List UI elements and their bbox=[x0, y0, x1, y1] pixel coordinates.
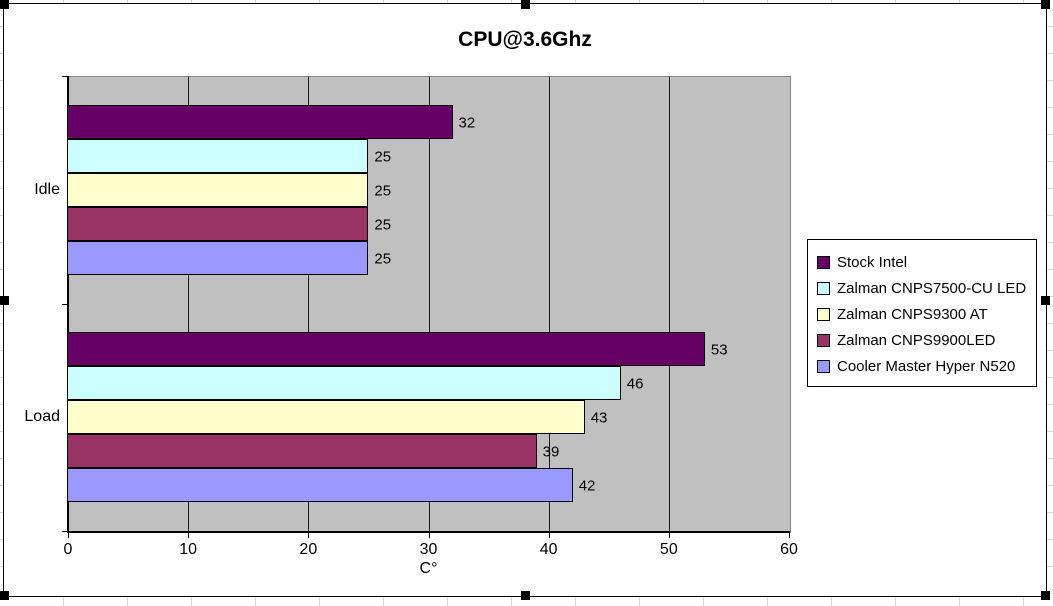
bar-idle-3[interactable] bbox=[67, 206, 369, 241]
legend-label-3: Zalman CNPS9900LED bbox=[837, 331, 996, 349]
bar-value-label: 25 bbox=[374, 216, 392, 234]
y-tick-2 bbox=[62, 531, 67, 532]
x-tick-50 bbox=[668, 533, 670, 538]
gridline-30 bbox=[428, 77, 430, 532]
x-tick-40 bbox=[548, 533, 550, 538]
selection-handle-top-middle[interactable] bbox=[520, 0, 530, 9]
bar-value-label: 25 bbox=[374, 182, 392, 200]
selection-handle-bottom-left[interactable] bbox=[0, 591, 9, 600]
legend[interactable]: Stock Intel Zalman CNPS7500-CU LED Zalman … bbox=[807, 239, 1037, 387]
bar-load-4[interactable] bbox=[67, 468, 573, 503]
legend-label-4: Cooler Master Hyper N520 bbox=[837, 357, 1016, 375]
legend-swatch-3 bbox=[817, 333, 830, 347]
y-tick-1 bbox=[62, 303, 67, 305]
bar-idle-2[interactable] bbox=[67, 172, 369, 207]
x-tick-label-20: 20 bbox=[299, 541, 318, 558]
x-tick-label-50: 50 bbox=[659, 541, 678, 558]
selection-handle-middle-left[interactable] bbox=[0, 295, 9, 305]
bar-idle-0[interactable] bbox=[67, 104, 453, 139]
legend-swatch-1 bbox=[817, 281, 830, 295]
legend-item-1[interactable]: Zalman CNPS7500-CU LED bbox=[817, 275, 1028, 301]
x-tick-60 bbox=[789, 533, 790, 538]
legend-label-2: Zalman CNPS9300 AT bbox=[837, 305, 988, 323]
legend-swatch-4 bbox=[817, 359, 830, 373]
selection-handle-bottom-right[interactable] bbox=[1041, 591, 1050, 600]
category-label-load: Load bbox=[24, 408, 60, 426]
bar-value-label: 32 bbox=[458, 114, 476, 132]
x-tick-0 bbox=[68, 533, 69, 538]
legend-swatch-0 bbox=[817, 255, 830, 269]
gridline-40 bbox=[548, 77, 550, 532]
legend-item-3[interactable]: Zalman CNPS9900LED bbox=[817, 327, 1028, 353]
bar-load-3[interactable] bbox=[67, 434, 537, 469]
legend-item-0[interactable]: Stock Intel bbox=[817, 249, 1028, 275]
x-tick-label-60: 60 bbox=[780, 541, 798, 558]
bar-load-2[interactable] bbox=[67, 400, 585, 435]
bar-value-label: 53 bbox=[710, 341, 728, 359]
gridline-50 bbox=[668, 77, 670, 532]
gridline-20 bbox=[308, 77, 310, 532]
bar-load-0[interactable] bbox=[67, 332, 705, 367]
x-tick-label-10: 10 bbox=[179, 541, 198, 558]
bar-idle-1[interactable] bbox=[67, 138, 369, 173]
x-tick-30 bbox=[428, 533, 430, 538]
selection-handle-top-right[interactable] bbox=[1041, 0, 1050, 9]
bar-idle-4[interactable] bbox=[67, 240, 369, 275]
y-tick-0 bbox=[62, 76, 67, 77]
x-tick-20 bbox=[308, 533, 310, 538]
x-tick-label-30: 30 bbox=[419, 541, 438, 558]
legend-item-2[interactable]: Zalman CNPS9300 AT bbox=[817, 301, 1028, 327]
selection-handle-middle-right[interactable] bbox=[1041, 295, 1050, 305]
x-axis-title: C° bbox=[419, 560, 438, 577]
bar-load-1[interactable] bbox=[67, 366, 621, 401]
bar-value-label: 25 bbox=[374, 148, 392, 166]
bar-value-label: 25 bbox=[374, 250, 392, 268]
category-label-idle: Idle bbox=[34, 180, 60, 198]
category-axis-line bbox=[67, 531, 790, 533]
bar-value-label: 43 bbox=[590, 409, 608, 427]
x-tick-10 bbox=[188, 533, 190, 538]
value-axis-line bbox=[67, 76, 69, 531]
bar-value-label: 46 bbox=[626, 375, 644, 393]
legend-label-0: Stock Intel bbox=[837, 253, 908, 271]
legend-swatch-2 bbox=[817, 307, 830, 321]
selection-handle-bottom-middle[interactable] bbox=[520, 591, 530, 600]
bar-value-label: 42 bbox=[578, 477, 596, 495]
selection-handle-top-left[interactable] bbox=[0, 0, 9, 9]
chart-title: CPU@3.6Ghz bbox=[458, 28, 592, 51]
x-tick-label-0: 0 bbox=[63, 541, 73, 558]
gridline-10 bbox=[188, 77, 190, 532]
x-tick-label-40: 40 bbox=[539, 541, 558, 558]
legend-item-4[interactable]: Cooler Master Hyper N520 bbox=[817, 353, 1028, 379]
legend-label-1: Zalman CNPS7500-CU LED bbox=[837, 279, 1027, 297]
bar-value-label: 39 bbox=[542, 443, 560, 461]
